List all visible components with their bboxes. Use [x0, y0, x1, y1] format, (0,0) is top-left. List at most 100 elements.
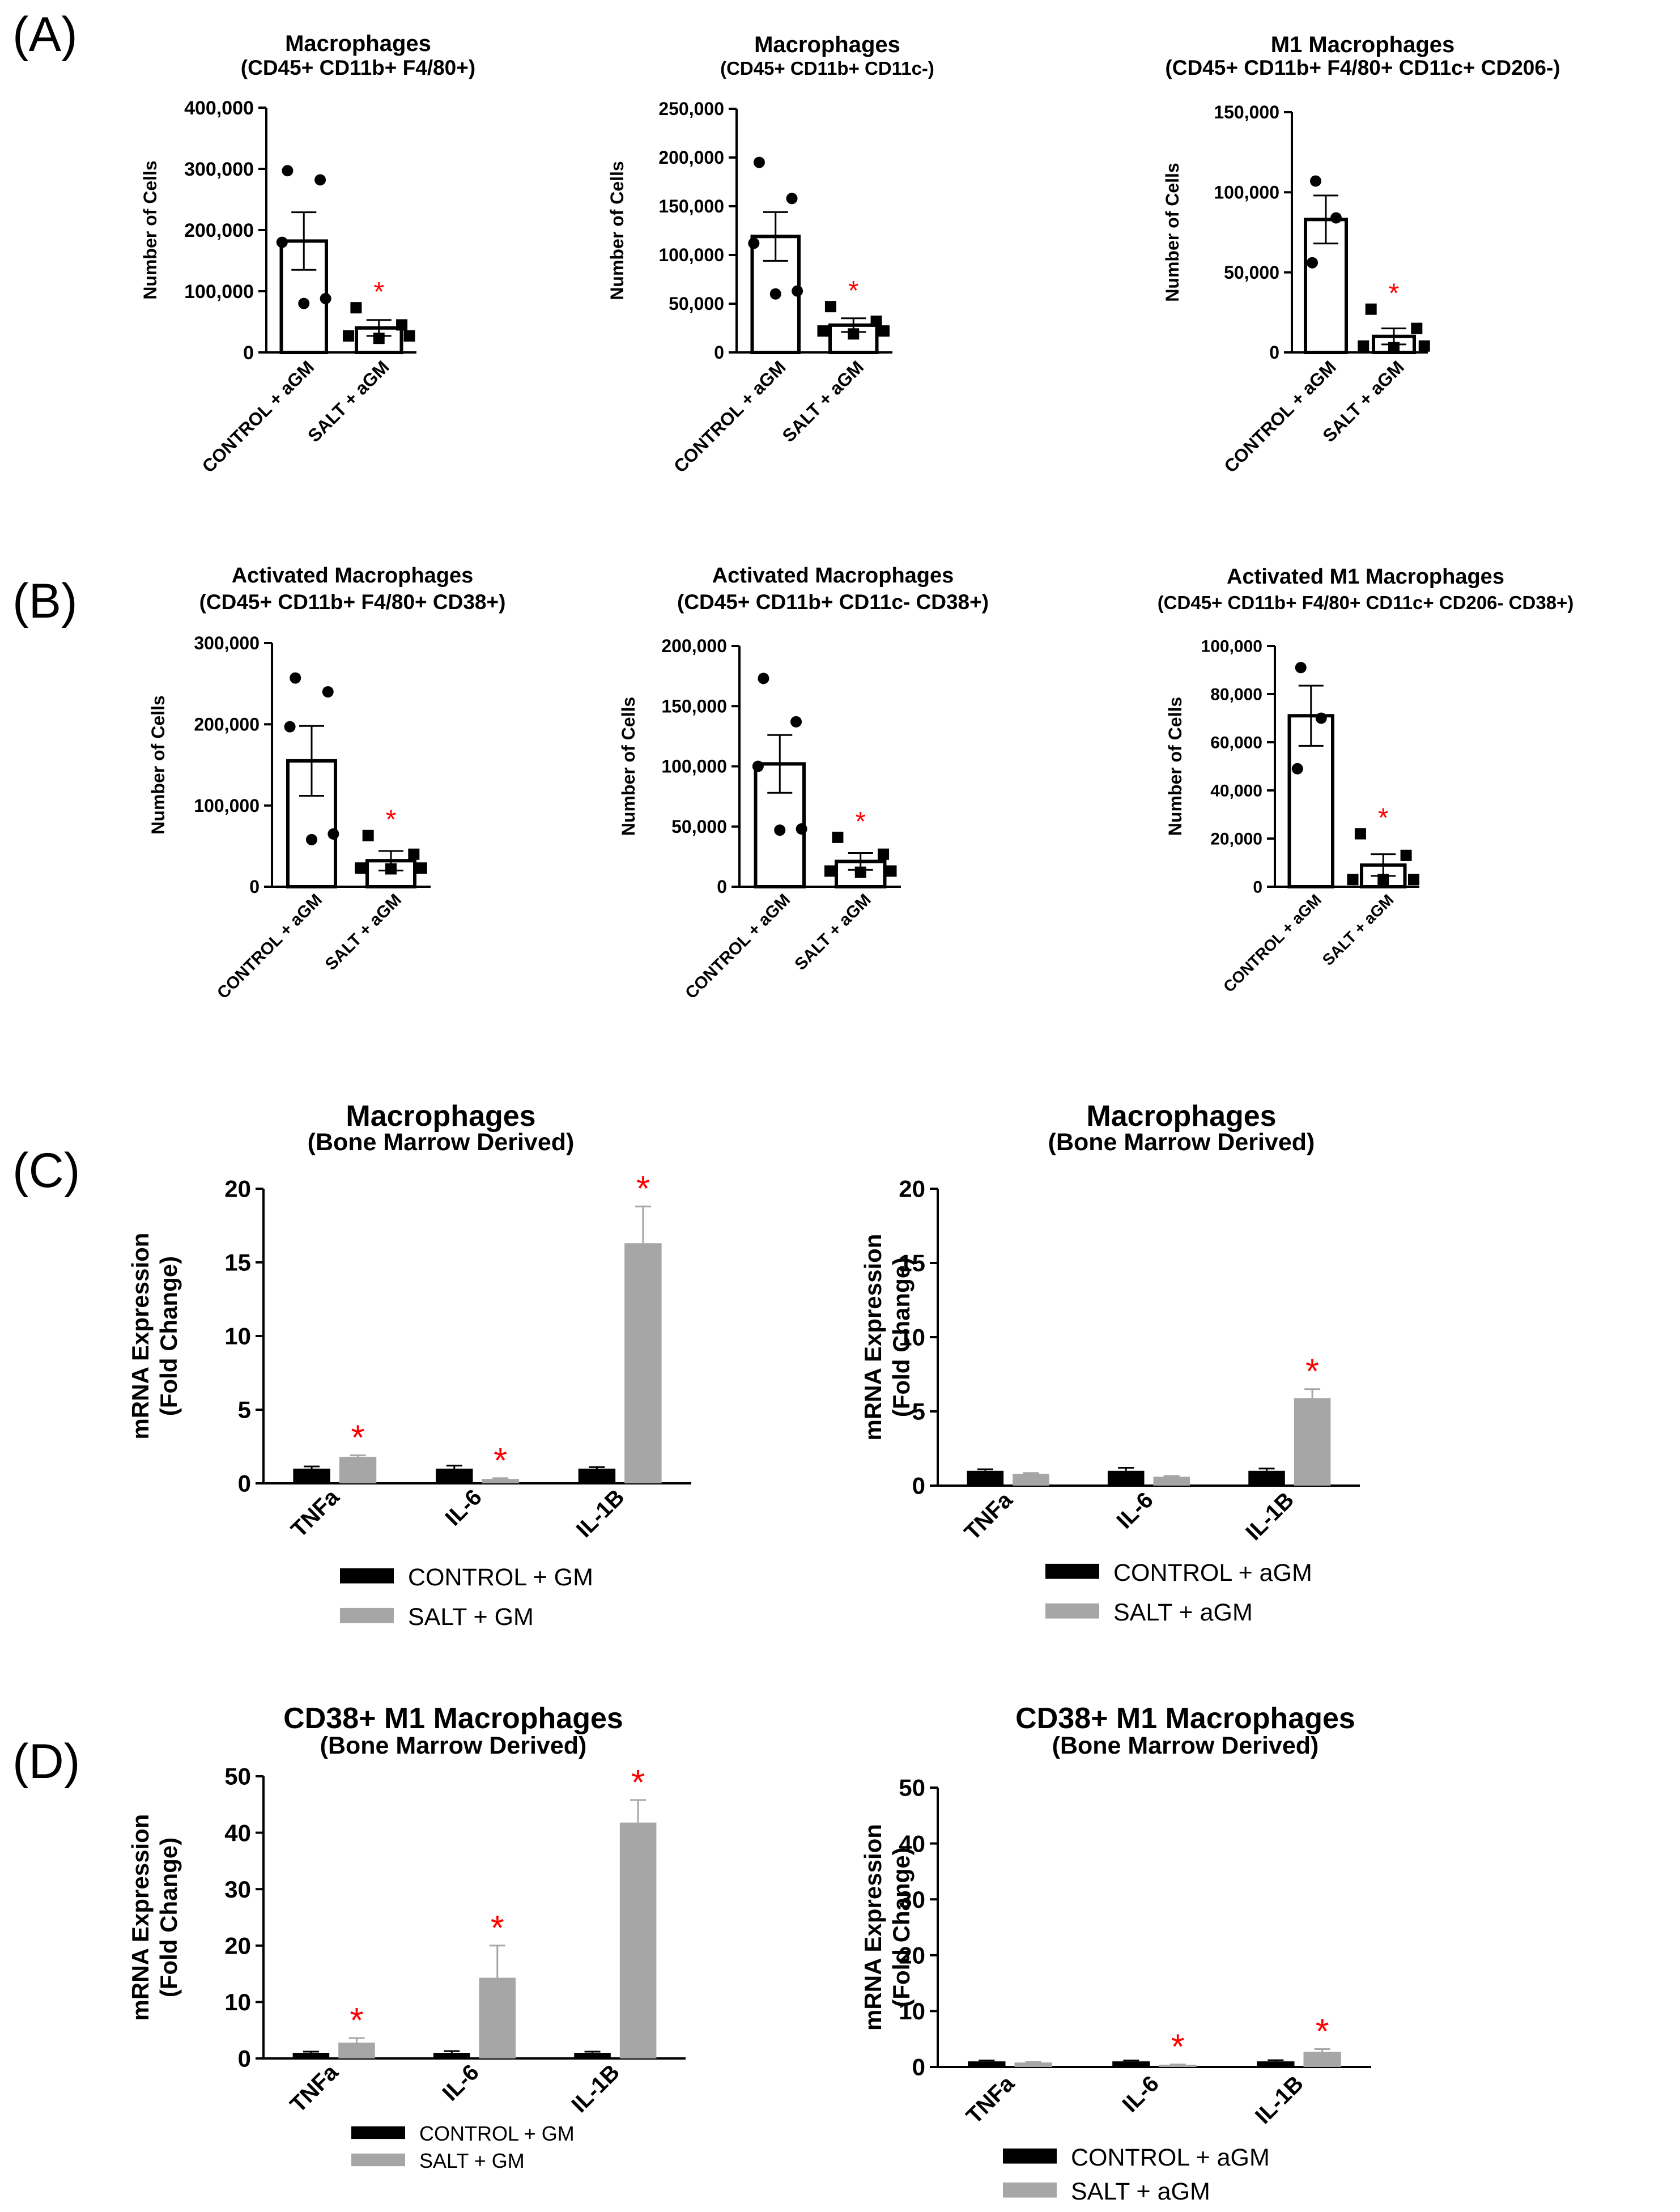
y-tick-label: 100,000	[184, 281, 254, 303]
bar-control	[1107, 1470, 1145, 1486]
data-point	[350, 302, 362, 314]
chart-subtitle: (Bone Marrow Derived)	[1048, 1129, 1315, 1156]
legend-label: CONTROL + aGM	[1113, 1559, 1312, 1586]
data-point	[885, 865, 897, 877]
data-point	[1291, 763, 1303, 775]
y-tick-label: 200,000	[661, 636, 727, 656]
y-tick-label: 150,000	[661, 696, 727, 716]
x-tick-label: IL-6	[440, 1484, 486, 1530]
x-tick-label: TNFa	[286, 1484, 344, 1542]
legend-swatch	[340, 1607, 394, 1623]
data-point	[1315, 712, 1327, 724]
significance-star: *	[848, 276, 859, 306]
data-point	[306, 833, 317, 845]
y-tick-label: 20	[224, 1933, 251, 1959]
y-tick-label: 100,000	[194, 796, 260, 816]
x-tick-label: TNFa	[962, 2071, 1019, 2129]
y-axis-label: mRNA Expression	[860, 1824, 886, 2031]
data-point	[1310, 175, 1321, 187]
y-axis-label-2: (Fold Change)	[155, 1256, 182, 1416]
y-tick-label: 150,000	[658, 196, 724, 216]
data-point	[769, 288, 781, 300]
y-tick-label: 40	[899, 1830, 925, 1857]
y-tick-label: 0	[717, 877, 727, 897]
chart-title: Macrophages	[346, 1100, 535, 1133]
y-axis-label: Number of Cells	[148, 695, 168, 834]
data-point	[322, 686, 334, 697]
data-point	[1347, 874, 1359, 886]
bar-salt	[482, 1479, 519, 1483]
significance-star: *	[636, 1169, 650, 1209]
data-point	[1408, 874, 1420, 886]
data-point	[832, 831, 844, 843]
data-point	[753, 156, 765, 168]
data-point	[748, 237, 760, 249]
data-point	[1418, 340, 1430, 352]
data-point	[396, 319, 408, 331]
chart-subtitle: (CD45+ CD11b+ F4/80+ CD38+)	[199, 590, 506, 614]
data-point	[854, 866, 866, 878]
y-tick-label: 0	[249, 877, 260, 897]
significance-star: *	[491, 1909, 504, 1948]
chart-1: Macrophages(CD45+ CD11b+ F4/80+) 0 100,000…	[140, 31, 475, 477]
y-axis-label: mRNA Expression	[860, 1234, 886, 1441]
x-tick-label: SALT + aGM	[779, 356, 868, 446]
bar-control	[436, 1469, 473, 1483]
y-tick-label: 10	[224, 1989, 251, 2015]
data-point	[1400, 849, 1412, 861]
chart-8: Macrophages(Bone Marrow Derived) 0 5 10 15 20…	[860, 1100, 1360, 1626]
y-tick-label: 0	[714, 342, 724, 363]
chart-6: Activated M1 Macrophages (CD45+ CD11b+ F4…	[1158, 565, 1574, 996]
bar-control	[1257, 2061, 1295, 2067]
y-tick-label: 10	[899, 1998, 925, 2024]
chart-title: Activated Macrophages	[712, 564, 954, 588]
data-point	[817, 325, 829, 337]
significance-star: *	[631, 1763, 645, 1802]
chart-3: M1 Macrophages(CD45+ CD11b+ F4/80+ CD11c…	[1162, 32, 1560, 477]
y-axis-label-2: (Fold Change)	[155, 1837, 182, 1997]
data-point	[786, 193, 798, 205]
y-tick-label: 200,000	[184, 220, 254, 241]
y-tick-label: 100,000	[1201, 637, 1262, 656]
bar-control	[292, 2053, 330, 2058]
bar-control	[578, 1469, 616, 1483]
y-tick-label: 40,000	[1210, 782, 1262, 801]
data-point	[848, 328, 860, 340]
y-tick-label: 60,000	[1210, 734, 1262, 752]
bar-salt	[339, 1457, 377, 1483]
panel-label-B: (B)	[12, 574, 78, 628]
x-tick-label: SALT + aGM	[791, 891, 874, 974]
x-tick-label: TNFa	[960, 1487, 1018, 1545]
chart-title: Activated Macrophages	[232, 564, 474, 588]
x-tick-label: CONTROL + aGM	[214, 891, 326, 1003]
y-tick-label: 50,000	[1224, 262, 1279, 283]
data-point	[314, 174, 326, 186]
panel-label-C: (C)	[12, 1143, 80, 1198]
y-tick-label: 100,000	[661, 756, 727, 777]
y-axis-label: mRNA Expression	[127, 1233, 154, 1440]
chart-title: M1 Macrophages	[1271, 32, 1455, 57]
x-tick-label: IL-1B	[1241, 1487, 1299, 1545]
bar-control	[293, 1469, 330, 1483]
data-point	[1365, 303, 1377, 315]
bar-control	[433, 2053, 470, 2058]
data-point	[1377, 874, 1389, 886]
bar-control	[1248, 1470, 1285, 1486]
y-tick-label: 400,000	[184, 97, 254, 119]
y-tick-label: 10	[899, 1324, 925, 1351]
data-point	[276, 236, 288, 248]
data-point	[774, 824, 786, 836]
y-tick-label: 80,000	[1210, 686, 1262, 704]
y-axis-label-2: (Fold Change)	[888, 1847, 915, 2007]
bar-control	[574, 2053, 611, 2058]
data-point	[373, 333, 385, 344]
y-tick-label: 30	[224, 1876, 251, 1903]
panel-label-A: (A)	[12, 7, 78, 62]
chart-title: CD38+ M1 Macrophages	[283, 1702, 623, 1735]
legend-label: CONTROL + aGM	[1071, 2144, 1270, 2171]
y-tick-label: 100,000	[658, 245, 724, 265]
chart-subtitle: (Bone Marrow Derived)	[308, 1129, 575, 1156]
legend-swatch	[351, 2153, 405, 2167]
y-tick-label: 0	[238, 2045, 251, 2072]
y-tick-label: 30	[899, 1886, 925, 1913]
